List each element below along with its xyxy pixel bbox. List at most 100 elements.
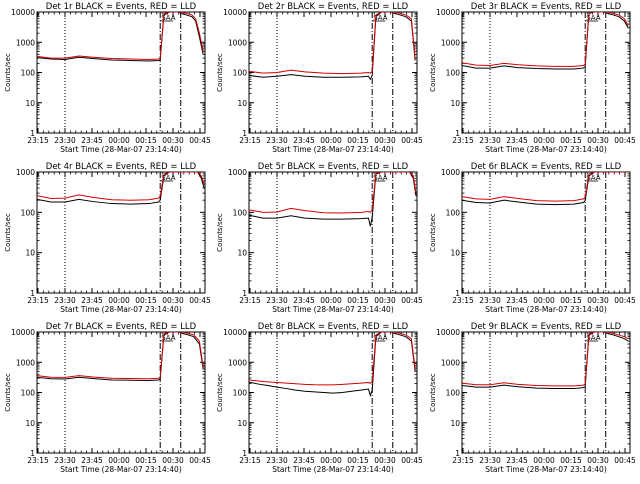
x-tick-label: 23:30 [479,296,501,305]
series-line-lld [462,12,629,67]
series-group [462,172,630,206]
x-axis-label: Start Time (28-Mar-07 23:14:40) [272,145,394,154]
x-tick-label: 00:45 [189,456,211,465]
y-tick-label: 100 [233,208,248,217]
y-tick-label: 1 [30,449,35,458]
series-line-lld [37,172,205,201]
x-tick-label: 00:15 [135,456,157,465]
saa-annotation: SAA [161,174,176,182]
y-tick-label: 10000 [11,8,35,17]
x-axis-label: Start Time (28-Mar-07 23:14:40) [485,145,607,154]
plot-frame [36,331,206,454]
x-tick-label: 23:30 [266,456,288,465]
y-tick-label: 1000 [228,358,247,367]
series-line-events [37,12,204,62]
x-tick-label: 00:45 [614,136,636,145]
y-tick-label: 100 [446,389,461,398]
x-tick-label: 00:15 [135,136,157,145]
x-tick-label: 00:30 [374,136,396,145]
y-tick-label: 1 [455,449,460,458]
x-tick-label: 00:45 [189,296,211,305]
y-tick-label: 100 [21,389,36,398]
x-axis-label: Start Time (28-Mar-07 23:14:40) [485,465,607,474]
y-tick-label: 10000 [223,8,247,17]
chart-title: Det 5r BLACK = Events, RED = LLD [258,162,409,172]
y-tick-label: 1000 [441,168,460,177]
x-tick-label: 23:15 [27,136,49,145]
x-tick-label: 23:45 [81,296,103,305]
saa-annotation: SAA [586,174,601,182]
x-tick-label: 23:15 [239,136,261,145]
x-tick-label: 00:30 [374,296,396,305]
chart-panel-2: Det 2r BLACK = Events, RED = LLD 1 10 100 10… [216,2,423,154]
y-tick-label: 1000 [16,358,35,367]
x-tick-label: 00:15 [135,296,157,305]
series-line-lld [462,172,630,202]
x-tick-label: 23:15 [452,136,474,145]
x-tick-label: 00:30 [162,296,184,305]
series-group [37,12,204,62]
chart-panel-8: Det 8r BLACK = Events, RED = LLD 1 10 100 10… [216,322,423,474]
x-axis-label: Start Time (28-Mar-07 23:14:40) [60,465,182,474]
x-tick-label: 00:45 [614,456,636,465]
x-tick-label: 00:00 [320,456,342,465]
y-axis-label: Counts/sec [429,53,437,92]
x-tick-label: 00:45 [401,296,423,305]
series-line-events [249,12,416,81]
y-tick-label: 10 [237,99,247,108]
chart-title: Det 7r BLACK = Events, RED = LLD [46,322,197,332]
x-tick-label: 23:45 [293,456,315,465]
series-line-events [249,332,416,398]
y-tick-label: 1 [242,289,247,298]
y-tick-label: 1 [455,129,460,138]
y-tick-label: 10000 [436,8,460,17]
chart-title: Det 3r BLACK = Events, RED = LLD [471,2,622,12]
y-tick-label: 100 [233,389,248,398]
series-line-events [37,332,204,381]
x-tick-label: 23:15 [27,456,49,465]
saa-annotation: SAA [586,334,601,342]
x-tick-label: 23:45 [81,136,103,145]
series-group [249,12,416,81]
chart-title: Det 2r BLACK = Events, RED = LLD [258,2,409,12]
series-line-lld [37,12,204,60]
x-tick-label: 23:15 [27,296,49,305]
x-tick-label: 23:30 [54,136,76,145]
series-group [37,172,205,205]
x-tick-label: 23:15 [239,456,261,465]
saa-annotation: SAA [373,14,388,22]
y-tick-label: 1000 [16,168,35,177]
x-tick-label: 23:15 [239,296,261,305]
x-tick-label: 00:00 [533,456,555,465]
series-line-lld [249,332,416,386]
chart-title: Det 6r BLACK = Events, RED = LLD [471,162,622,172]
series-line-events [462,332,629,390]
y-tick-label: 1 [30,129,35,138]
y-tick-label: 100 [446,69,461,78]
x-tick-label: 23:30 [266,296,288,305]
x-axis-label: Start Time (28-Mar-07 23:14:40) [485,305,607,314]
x-tick-label: 00:00 [533,296,555,305]
y-axis-label: Counts/sec [216,213,224,252]
series-group [37,332,204,381]
plot-frame [461,11,631,134]
y-tick-label: 10 [25,249,35,258]
plot-frame [461,171,631,294]
x-tick-label: 00:15 [560,136,582,145]
y-tick-label: 1000 [16,38,35,47]
x-tick-label: 00:30 [587,456,609,465]
x-tick-label: 00:30 [162,456,184,465]
saa-annotation: SAA [373,334,388,342]
y-axis-label: Counts/sec [216,53,224,92]
chart-title: Det 1r BLACK = Events, RED = LLD [46,2,197,12]
y-axis-label: Counts/sec [4,53,12,92]
series-line-lld [249,12,416,75]
chart-panel-7: Det 7r BLACK = Events, RED = LLD 1 10 100 10… [4,322,211,474]
y-tick-label: 10000 [436,328,460,337]
series-line-events [37,172,205,205]
series-group [249,172,417,227]
y-tick-label: 10 [237,249,247,258]
y-tick-label: 10000 [223,328,247,337]
y-tick-label: 10 [237,419,247,428]
